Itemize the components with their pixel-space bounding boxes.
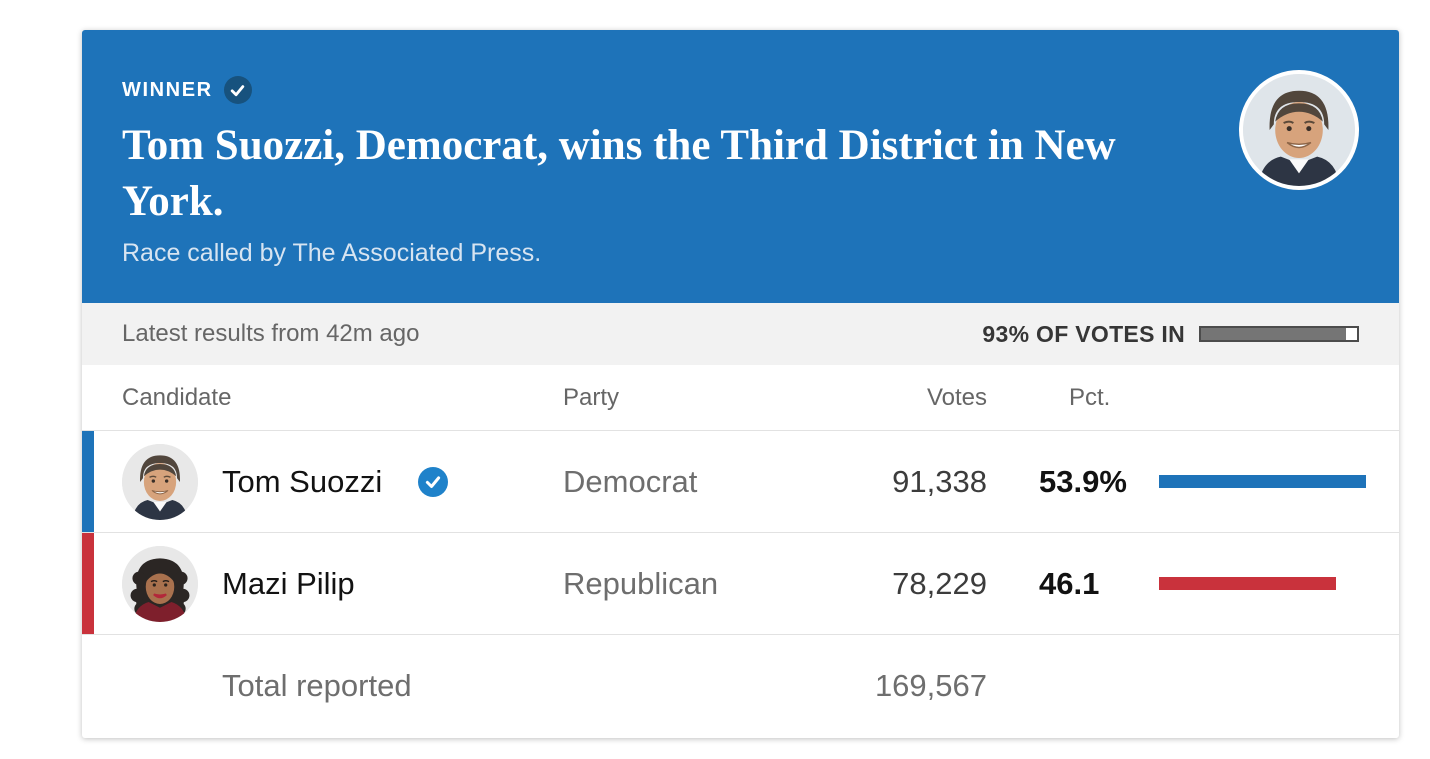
mazi-pilip-avatar-illustration bbox=[122, 545, 198, 622]
column-header-votes: Votes bbox=[926, 383, 987, 411]
candidate-avatar bbox=[122, 443, 198, 520]
race-header: WINNER Tom Suozzi, Democrat, wins the Th… bbox=[82, 30, 1399, 303]
candidate-pct: 53.9% bbox=[1039, 463, 1127, 499]
winner-label: WINNER bbox=[122, 78, 213, 101]
column-header-party: Party bbox=[563, 383, 620, 411]
votes-in-progress-bar bbox=[1199, 326, 1359, 342]
candidate-party: Republican bbox=[563, 565, 719, 601]
column-header-pct: Pct. bbox=[1069, 383, 1111, 411]
candidate-pct-bar bbox=[1159, 475, 1366, 488]
tom-suozzi-avatar-illustration bbox=[122, 443, 198, 520]
race-title: Tom Suozzi, Democrat, wins the Third Dis… bbox=[122, 122, 1116, 225]
candidate-name: Mazi Pilip bbox=[222, 565, 355, 601]
column-header-candidate: Candidate bbox=[122, 383, 232, 411]
candidate-party: Democrat bbox=[563, 463, 698, 499]
winner-avatar-illustration bbox=[1243, 74, 1355, 186]
table-row-tom-suozzi: Tom Suozzi Democrat 91,338 53.9% bbox=[82, 431, 1399, 533]
candidate-votes: 91,338 bbox=[892, 463, 987, 499]
candidate-name: Tom Suozzi bbox=[222, 463, 383, 499]
winner-row: WINNER bbox=[122, 30, 1359, 104]
total-reported-label: Total reported bbox=[222, 668, 412, 703]
votes-in-wrap: 93% OF VOTES IN bbox=[982, 321, 1359, 348]
party-accent-strip bbox=[82, 431, 94, 532]
candidate-votes: 78,229 bbox=[892, 565, 987, 601]
total-reported-row: Total reported 169,567 bbox=[82, 635, 1399, 737]
total-reported-votes: 169,567 bbox=[874, 668, 987, 703]
race-called-subtitle: Race called by The Associated Press. bbox=[122, 238, 542, 267]
table-row-mazi-pilip: Mazi Pilip Republican 78,229 46.1 bbox=[82, 533, 1399, 635]
winner-check-icon bbox=[223, 76, 252, 104]
candidate-pct-bar bbox=[1159, 577, 1336, 590]
latest-results-text: Latest results from 42m ago bbox=[122, 320, 420, 347]
status-bar: Latest results from 42m ago 93% OF VOTES… bbox=[82, 303, 1399, 365]
winner-avatar bbox=[1239, 70, 1359, 190]
votes-in-progress-fill bbox=[1201, 328, 1347, 340]
party-accent-strip bbox=[82, 533, 94, 634]
candidate-avatar bbox=[122, 545, 198, 622]
votes-in-label: 93% OF VOTES IN bbox=[982, 320, 1185, 347]
candidate-cell: Mazi Pilip bbox=[122, 545, 563, 622]
winner-check-icon bbox=[418, 466, 449, 497]
results-table-header: Candidate Party Votes Pct. bbox=[82, 365, 1399, 431]
election-result-card: WINNER Tom Suozzi, Democrat, wins the Th… bbox=[82, 30, 1399, 738]
candidate-cell: Tom Suozzi bbox=[122, 443, 563, 520]
candidate-pct: 46.1 bbox=[1039, 565, 1100, 601]
